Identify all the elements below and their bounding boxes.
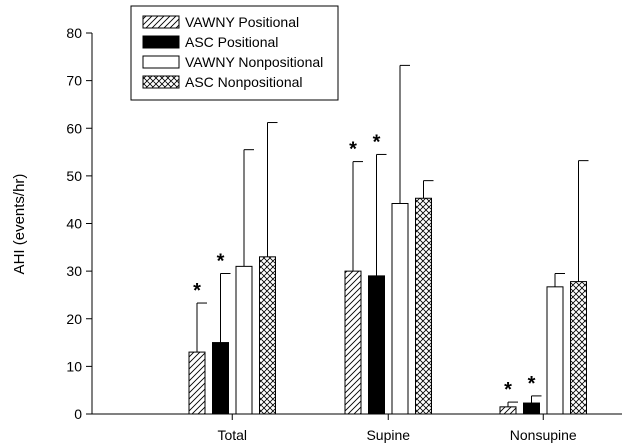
legend-swatch bbox=[142, 35, 180, 49]
bar bbox=[212, 342, 229, 415]
y-tick-label: 50 bbox=[66, 168, 82, 184]
plot-area: 0 10 20 30 40 50 60 70 80 Total Supine Nonsupine * * *… bbox=[66, 25, 622, 443]
x-tick-label-nonsupine: Nonsupine bbox=[510, 427, 577, 443]
bar bbox=[391, 202, 409, 415]
y-tick-label: 0 bbox=[74, 406, 82, 422]
legend-swatch bbox=[142, 15, 180, 29]
bar bbox=[523, 402, 540, 415]
y-tick-label: 70 bbox=[66, 73, 82, 89]
y-tick-label: 80 bbox=[66, 25, 82, 41]
bar bbox=[570, 281, 587, 415]
y-tick-label: 30 bbox=[66, 263, 82, 279]
significance-marker: * bbox=[373, 131, 381, 153]
significance-marker: * bbox=[193, 280, 201, 302]
bar bbox=[188, 351, 206, 415]
bar bbox=[344, 270, 362, 415]
y-tick-label: 40 bbox=[66, 216, 82, 232]
significance-marker: * bbox=[349, 139, 357, 161]
y-tick-label: 10 bbox=[66, 358, 82, 374]
bar bbox=[259, 256, 276, 415]
legend-label: VAWNY Nonpositional bbox=[185, 54, 323, 70]
bar bbox=[235, 265, 253, 415]
y-axis-title: AHI (events/hr) bbox=[11, 174, 28, 275]
y-tick-label: 60 bbox=[66, 120, 82, 136]
bar bbox=[499, 406, 517, 415]
legend-label: VAWNY Positional bbox=[185, 14, 299, 30]
legend: VAWNY Positional ASC Positional VAWNY Nonp… bbox=[130, 5, 339, 101]
legend-swatch bbox=[142, 75, 180, 89]
bar bbox=[415, 197, 432, 415]
significance-marker: * bbox=[217, 251, 225, 273]
legend-swatch bbox=[142, 55, 180, 69]
bar bbox=[546, 286, 564, 415]
x-tick-label-total: Total bbox=[217, 427, 247, 443]
significance-marker: * bbox=[504, 379, 512, 401]
y-tick-label: 20 bbox=[66, 311, 82, 327]
bar bbox=[368, 275, 385, 415]
x-tick-label-supine: Supine bbox=[366, 427, 410, 443]
legend-label: ASC Nonpositional bbox=[185, 74, 303, 90]
significance-marker: * bbox=[528, 373, 536, 395]
legend-label: ASC Positional bbox=[185, 34, 278, 50]
